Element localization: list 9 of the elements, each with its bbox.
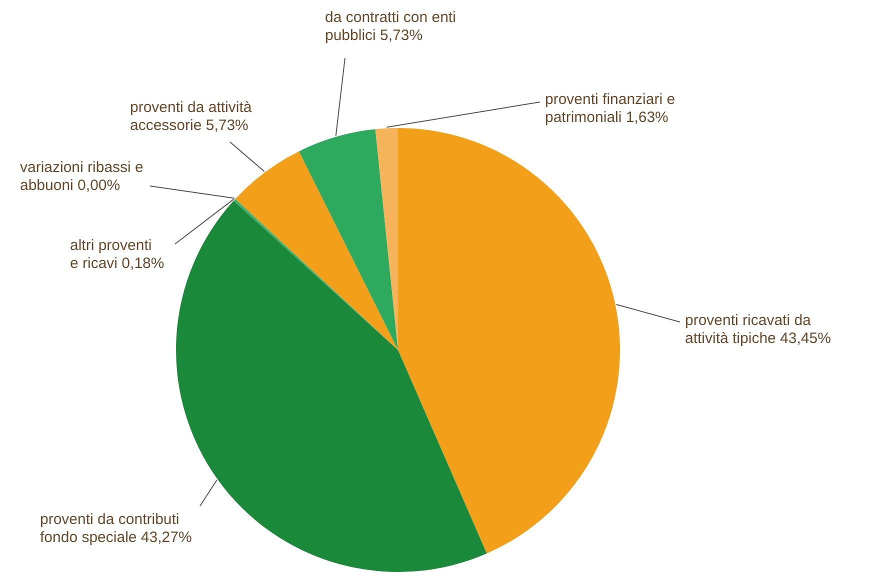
slice-label: proventi da contributi fondo speciale 43,27% — [40, 511, 192, 546]
slice-label: proventi ricavati da attività tipiche 43,45% — [685, 312, 831, 347]
pie-slice — [375, 128, 398, 350]
category-label: variazioni ribassi e abbuoni 0,00% — [20, 159, 144, 194]
slice-label: proventi finanziari e patrimoniali 1,63% — [545, 91, 676, 126]
slice-label: da contratti con enti pubblici 5,73% — [325, 9, 456, 44]
slice-label: altri proventi e ricavi 0,18% — [70, 237, 164, 272]
pie-slice — [298, 129, 398, 350]
slice-label: proventi da attività accessorie 5,73% — [130, 99, 252, 134]
